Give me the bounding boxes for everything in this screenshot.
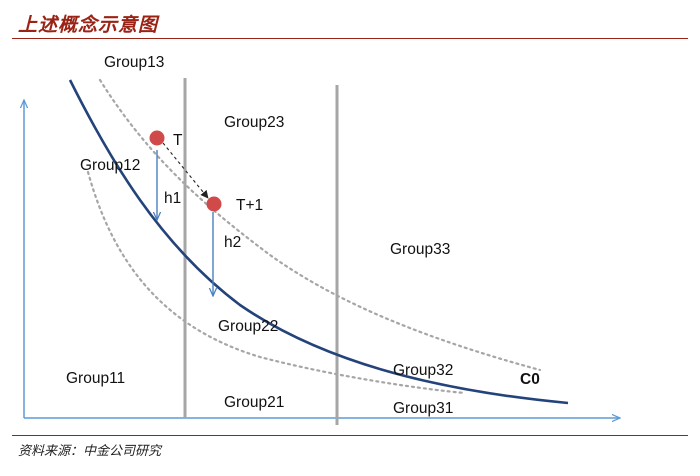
group22-label: Group22 bbox=[218, 318, 278, 335]
c0-label: C0 bbox=[520, 371, 540, 388]
group13-label: Group13 bbox=[104, 54, 164, 71]
c0-curve bbox=[68, 79, 569, 405]
group32-label: Group32 bbox=[393, 362, 453, 379]
source-note: 资料来源：中金公司研究 bbox=[18, 444, 162, 459]
point-t bbox=[149, 130, 165, 146]
group11-label: Group11 bbox=[66, 370, 125, 387]
group12-label: Group12 bbox=[80, 157, 140, 174]
footer-divider bbox=[12, 435, 688, 436]
title-divider bbox=[12, 38, 688, 39]
upper-dotted-curve bbox=[98, 78, 542, 372]
group31-label: Group31 bbox=[393, 400, 453, 417]
group33-label: Group33 bbox=[390, 241, 450, 258]
group23-label: Group23 bbox=[224, 114, 284, 131]
group21-label: Group21 bbox=[224, 394, 284, 411]
h2-label: h2 bbox=[224, 234, 241, 251]
point-t1 bbox=[206, 196, 222, 212]
lower-dotted-curve bbox=[86, 170, 467, 395]
point-t1-label: T+1 bbox=[236, 197, 263, 214]
page-title: 上述概念示意图 bbox=[18, 14, 159, 36]
h1-label: h1 bbox=[164, 190, 181, 207]
point-t-label: T bbox=[173, 132, 183, 149]
